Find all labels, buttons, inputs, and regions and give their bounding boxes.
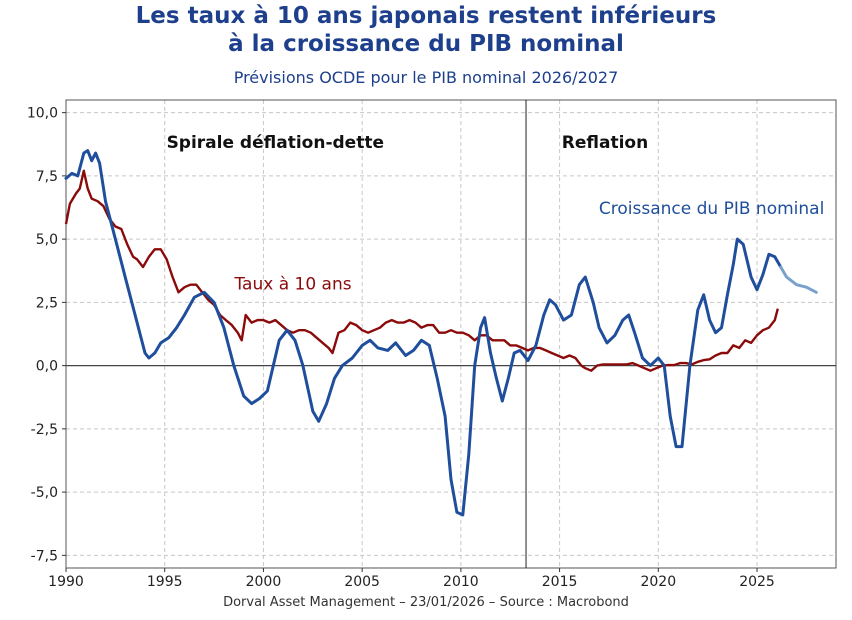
series-line-nominal-gdp [64, 149, 783, 517]
series-layer [64, 149, 818, 517]
regime-label: Spirale déflation-dette [167, 133, 384, 153]
regime-label: Reflation [562, 133, 648, 153]
y-tick-label: 10,0 [27, 106, 58, 122]
chart-title-line-1: Les taux à 10 ans japonais restent infér… [135, 3, 717, 29]
y-tick-label: 0,0 [36, 359, 58, 375]
y-tick-label: -2,5 [31, 422, 58, 438]
series-line-10y-yield [64, 169, 779, 372]
series-label-10y-yield: Taux à 10 ans [233, 275, 351, 295]
axis-layer: 10,0 7,5 5,0 2,5 0,0 -2,5 -5,0 -7,5 1990 1995 2000… [27, 99, 837, 590]
series-line-nominal-gdp-forecast [779, 265, 818, 294]
x-tick-label: 1990 [48, 574, 84, 590]
y-tick-label: 7,5 [36, 169, 58, 185]
y-tick-label: -5,0 [31, 485, 58, 501]
chart-title-line-2: à la croissance du PIB nominal [228, 31, 624, 57]
grid-layer [66, 100, 836, 568]
x-tick-label: 2010 [443, 574, 479, 590]
y-tick-label: 5,0 [36, 232, 58, 248]
x-tick-label: 2020 [640, 574, 676, 590]
plot-frame [65, 99, 837, 569]
x-tick-label: 2005 [344, 574, 380, 590]
y-tick-label: -7,5 [31, 548, 58, 564]
x-tick-label: 2025 [739, 574, 775, 590]
source-note: Dorval Asset Management – 23/01/2026 – S… [223, 595, 629, 610]
y-tick-label: 2,5 [36, 295, 58, 311]
label-layer: Croissance du PIB nominal Taux à 10 ans Sp… [167, 133, 825, 295]
x-tick-label: 2015 [542, 574, 578, 590]
series-label-nominal-gdp: Croissance du PIB nominal [599, 199, 824, 219]
x-tick-label: 1995 [147, 574, 183, 590]
x-tick-label: 2000 [246, 574, 282, 590]
chart-subtitle: Prévisions OCDE pour le PIB nominal 2026… [233, 68, 619, 87]
line-chart: 10,0 7,5 5,0 2,5 0,0 -2,5 -5,0 -7,5 1990 1995 2000… [27, 99, 837, 590]
